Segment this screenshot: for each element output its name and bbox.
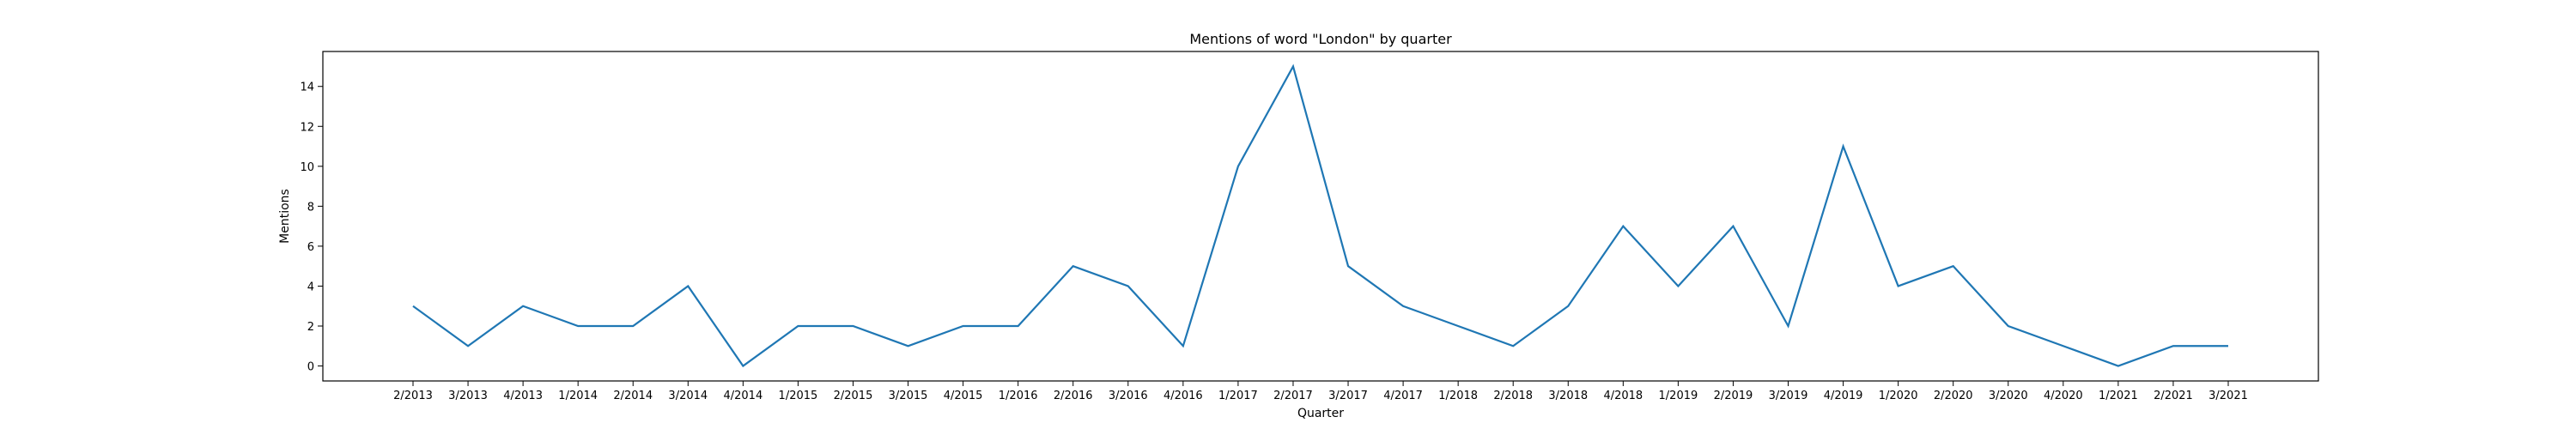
x-tick-label: 2/2013	[393, 390, 433, 402]
x-tick-label: 1/2020	[1879, 390, 1918, 402]
x-tick-label: 4/2018	[1603, 390, 1643, 402]
plot-area-frame	[322, 51, 2319, 382]
x-tick-label: 3/2014	[668, 390, 708, 402]
x-tick-label: 1/2021	[2099, 390, 2138, 402]
x-tick-label: 2/2015	[834, 390, 873, 402]
x-tick-label: 4/2013	[503, 390, 543, 402]
x-axis-label: Quarter	[1297, 407, 1344, 420]
x-tick-label: 1/2014	[558, 390, 598, 402]
x-tick-label: 4/2017	[1383, 390, 1423, 402]
y-tick-label: 2	[307, 321, 314, 334]
x-tick-label: 3/2015	[889, 390, 928, 402]
x-tick-label: 4/2014	[723, 390, 762, 402]
x-tick-label: 4/2020	[2044, 390, 2083, 402]
x-tick-label: 3/2017	[1328, 390, 1368, 402]
y-tick-label: 4	[307, 281, 314, 293]
x-tick-label: 4/2015	[944, 390, 983, 402]
y-axis-label: Mentions	[278, 189, 292, 244]
x-tick-label: 4/2016	[1163, 390, 1203, 402]
x-tick-label: 2/2016	[1054, 390, 1093, 402]
x-tick-label: 1/2019	[1659, 390, 1698, 402]
x-tick-label: 1/2017	[1218, 390, 1258, 402]
y-tick-label: 8	[307, 201, 314, 214]
y-tick-label: 10	[300, 161, 314, 174]
x-tick-label: 2/2019	[1714, 390, 1753, 402]
series-line	[412, 63, 2228, 368]
x-tick-label: 2/2014	[613, 390, 653, 402]
chart-title: Mentions of word "London" by quarter	[1189, 31, 1452, 47]
x-tick-label: 3/2020	[1989, 390, 2028, 402]
x-tick-label: 3/2019	[1769, 390, 1808, 402]
y-axis-ticks	[318, 86, 323, 367]
x-axis-ticks	[412, 381, 2229, 386]
x-tick-label: 1/2018	[1438, 390, 1478, 402]
y-axis-tick-labels: 0 2 4 6 8 10 12 14	[300, 82, 314, 374]
x-tick-label: 2/2017	[1273, 390, 1313, 402]
x-tick-label: 3/2018	[1548, 390, 1588, 402]
x-tick-label: 3/2013	[448, 390, 488, 402]
x-tick-label: 1/2015	[779, 390, 818, 402]
x-tick-label: 2/2020	[1934, 390, 1973, 402]
y-tick-label: 6	[307, 241, 314, 254]
x-tick-label: 3/2021	[2208, 390, 2248, 402]
y-tick-label: 12	[300, 121, 314, 134]
x-tick-label: 3/2016	[1109, 390, 1148, 402]
x-tick-label: 1/2016	[999, 390, 1038, 402]
x-axis-tick-labels: 2/2013 3/2013 4/2013 1/2014 2/2014 3/2014 4/20…	[393, 390, 2248, 402]
x-tick-label: 2/2018	[1493, 390, 1533, 402]
y-tick-label: 0	[307, 361, 314, 374]
y-tick-label: 14	[300, 82, 314, 94]
x-tick-label: 4/2019	[1824, 390, 1863, 402]
x-tick-label: 2/2021	[2154, 390, 2193, 402]
